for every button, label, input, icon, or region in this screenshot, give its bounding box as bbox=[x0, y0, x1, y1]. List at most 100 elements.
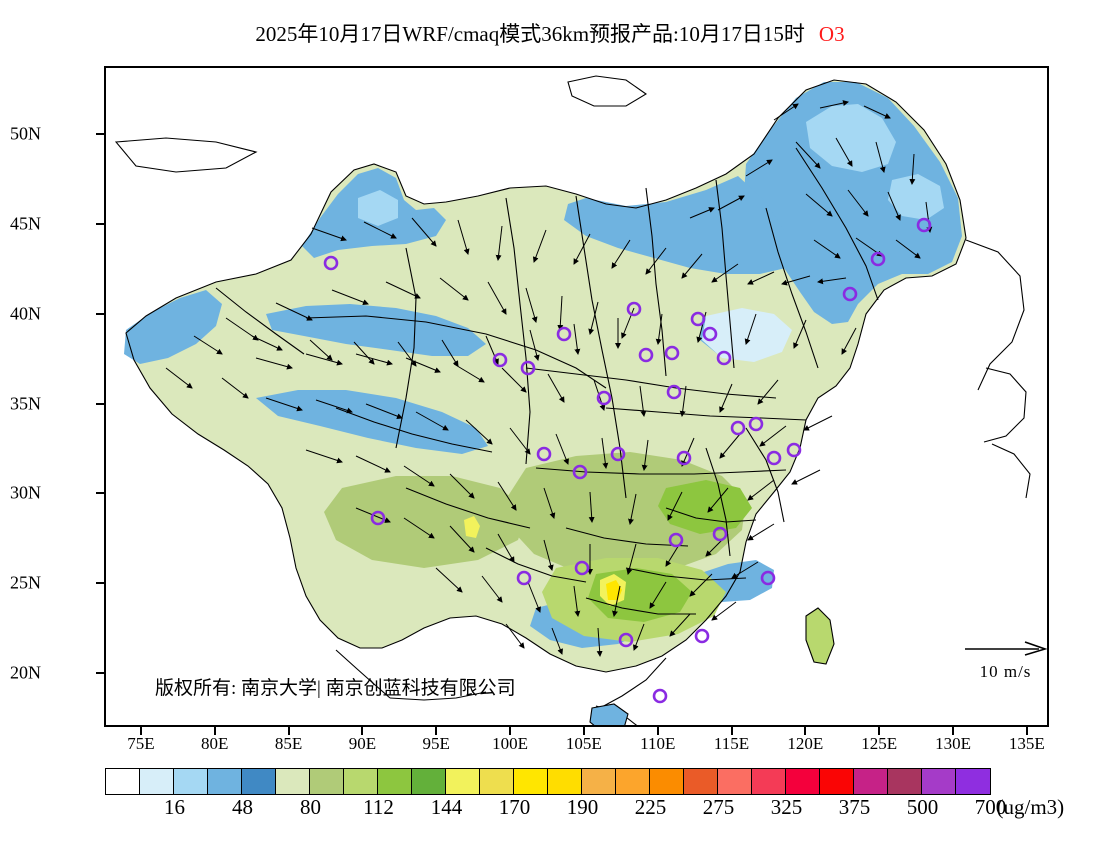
colorbar-cell[interactable] bbox=[786, 769, 820, 794]
longitude-tick-label: 80E bbox=[201, 734, 229, 753]
colorbar-cell[interactable] bbox=[446, 769, 480, 794]
colorbar-cell[interactable] bbox=[616, 769, 650, 794]
longitude-tick-label: 135E bbox=[1008, 734, 1045, 753]
map-layers bbox=[114, 75, 1031, 725]
city-marker bbox=[638, 347, 654, 363]
fill-band-48-80-northeast bbox=[744, 82, 962, 324]
longitude-tick-mark bbox=[435, 727, 438, 735]
longitude-tick-mark bbox=[1025, 727, 1028, 735]
copyright-notice: 版权所有: 南京大学| 南京创蓝科技有限公司 bbox=[155, 678, 516, 699]
longitude-tick-label: 90E bbox=[348, 734, 377, 753]
latitude-tick-label: 20N bbox=[10, 662, 41, 683]
colorbar-cell[interactable] bbox=[140, 769, 174, 794]
city-marker bbox=[730, 420, 746, 436]
colorbar-tick-label: 80 bbox=[300, 795, 321, 819]
city-marker bbox=[574, 560, 590, 576]
city-marker bbox=[492, 352, 508, 368]
longitude-tick-mark bbox=[509, 727, 512, 735]
longitude-tick-label: 120E bbox=[787, 734, 824, 753]
colorbar-tick-label: 500 bbox=[906, 795, 939, 819]
colorbar-cell[interactable] bbox=[310, 769, 344, 794]
fill-band-112-144-sc bbox=[324, 476, 528, 568]
page-title: 2025年10月17日WRF/cmaq模式36km预报产品:10月17日15时 O… bbox=[0, 18, 1100, 48]
colorbar-unit-label: (ug/m3) bbox=[996, 795, 1065, 819]
city-marker bbox=[668, 532, 684, 548]
longitude-tick-label: 125E bbox=[861, 734, 898, 753]
city-marker bbox=[870, 251, 886, 267]
colorbar-cell[interactable] bbox=[752, 769, 786, 794]
colorbar-cell[interactable] bbox=[922, 769, 956, 794]
colorbar-cell[interactable] bbox=[514, 769, 548, 794]
city-marker bbox=[536, 446, 552, 462]
colorbar-cell[interactable] bbox=[344, 769, 378, 794]
latitude-tick-label: 30N bbox=[10, 482, 41, 503]
latitude-tick-mark bbox=[96, 402, 104, 405]
colorbar-cell[interactable] bbox=[956, 769, 990, 794]
fill-band-16-48-ne bbox=[806, 104, 896, 172]
longitude-tick-label: 100E bbox=[492, 734, 528, 753]
province-boundary-layer bbox=[114, 75, 1031, 725]
fill-band-48-80-north bbox=[564, 176, 796, 274]
longitude-tick-label: 110E bbox=[640, 734, 676, 753]
fill-band-170-190-c bbox=[464, 516, 480, 538]
longitude-tick-label: 115E bbox=[713, 734, 750, 753]
colorbar-cell[interactable] bbox=[174, 769, 208, 794]
longitude-tick-mark bbox=[213, 727, 216, 735]
colorbar-tick-label: 275 bbox=[702, 795, 735, 819]
latitude-tick-mark bbox=[96, 312, 104, 315]
longitude-tick-mark bbox=[287, 727, 290, 735]
colorbar-cell[interactable] bbox=[650, 769, 684, 794]
city-marker bbox=[676, 450, 692, 466]
latitude-tick-mark bbox=[96, 492, 104, 495]
city-marker-layer bbox=[323, 217, 932, 704]
colorbar-tick-label: 190 bbox=[566, 795, 599, 819]
colorbar-cell[interactable] bbox=[412, 769, 446, 794]
city-marker bbox=[520, 360, 536, 376]
city-marker bbox=[664, 345, 680, 361]
colorbar-cell[interactable] bbox=[718, 769, 752, 794]
colorbar-cell[interactable] bbox=[276, 769, 310, 794]
colorbar-tick-label: 170 bbox=[498, 795, 531, 819]
colorbar-cell[interactable] bbox=[242, 769, 276, 794]
colorbar-cell[interactable] bbox=[378, 769, 412, 794]
city-marker bbox=[786, 442, 802, 458]
colorbar-tick-label: 325 bbox=[770, 795, 803, 819]
arrow-right-icon bbox=[964, 641, 1048, 656]
city-marker bbox=[516, 570, 532, 586]
concentration-fill-layer bbox=[124, 80, 966, 672]
title-main-text: 2025年10月17日WRF/cmaq模式36km预报产品:10月17日15时 bbox=[255, 22, 805, 46]
wind-scale-label: 10 m/s bbox=[979, 662, 1032, 681]
fill-band-48-80-west bbox=[124, 290, 222, 364]
longitude-tick-label: 105E bbox=[565, 734, 602, 753]
map-plot-area[interactable] bbox=[104, 66, 1049, 727]
colorbar-cell[interactable] bbox=[684, 769, 718, 794]
colorbar-cell[interactable] bbox=[106, 769, 140, 794]
colorbar-cell[interactable] bbox=[820, 769, 854, 794]
colorbar-cell[interactable] bbox=[480, 769, 514, 794]
wind-scale-key: 10 m/s bbox=[958, 640, 1053, 682]
colorbar-cell[interactable] bbox=[208, 769, 242, 794]
city-marker bbox=[572, 464, 588, 480]
city-marker bbox=[652, 688, 668, 704]
city-marker bbox=[916, 217, 932, 233]
colorbar-cell[interactable] bbox=[888, 769, 922, 794]
colorbar-cell[interactable] bbox=[854, 769, 888, 794]
colorbar-cell[interactable] bbox=[582, 769, 616, 794]
fill-band-16-48-ne2 bbox=[888, 174, 944, 220]
city-marker bbox=[766, 450, 782, 466]
latitude-tick-label: 45N bbox=[10, 213, 41, 234]
colorbar[interactable] bbox=[105, 768, 991, 795]
colorbar-tick-label: 225 bbox=[634, 795, 667, 819]
city-marker bbox=[694, 628, 710, 644]
fill-band-112-144-central bbox=[508, 452, 746, 576]
city-marker bbox=[716, 350, 732, 366]
colorbar-cell[interactable] bbox=[548, 769, 582, 794]
longitude-tick-mark bbox=[656, 727, 659, 735]
city-marker bbox=[748, 416, 764, 432]
colorbar-labels: 16 48 80 112 144 170 190 225 275 325 375 500 700 (ug/… bbox=[0, 795, 1100, 825]
city-marker bbox=[626, 301, 642, 317]
city-marker bbox=[666, 384, 682, 400]
longitude-tick-label: 85E bbox=[274, 734, 303, 753]
longitude-tick-mark bbox=[139, 727, 142, 735]
city-marker bbox=[712, 526, 728, 542]
